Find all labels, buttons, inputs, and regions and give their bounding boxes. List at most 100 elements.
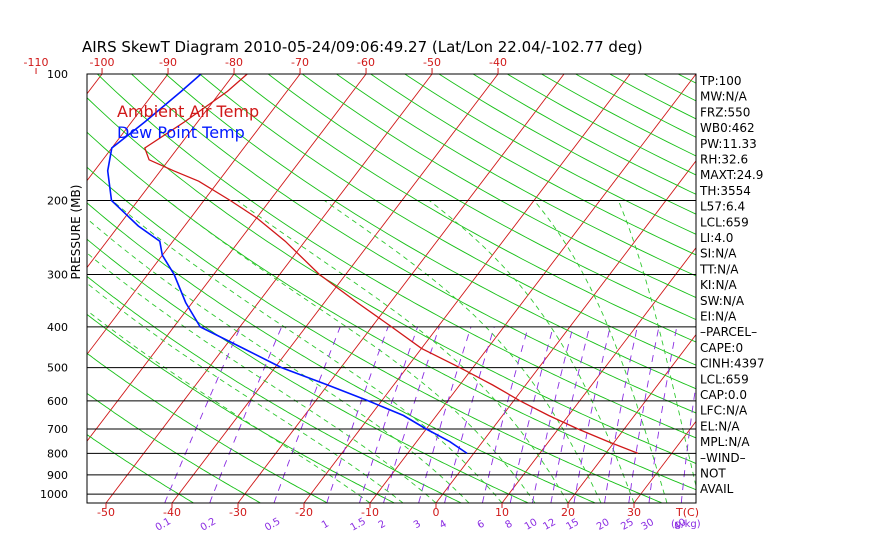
dry-adiabat-line: [87, 392, 261, 503]
mixing-ratio-label: 15: [565, 517, 582, 533]
dry-adiabat-line: [438, 74, 696, 215]
isotherm-line: [87, 74, 367, 442]
stat-item: RH:32.6: [700, 153, 748, 167]
dry-adiabat-line: [233, 74, 696, 343]
moist-adiabat-line: [429, 200, 635, 503]
isotherm-line: [303, 74, 631, 503]
top-temp-tick-label: -110: [24, 56, 49, 69]
axis-layer: 1002003004005006007008009001000-120-110-…: [24, 56, 701, 534]
stat-item: MW:N/A: [700, 90, 748, 104]
ambient-temp-profile: [144, 74, 639, 455]
mixing-ratio-line: [573, 326, 611, 503]
stat-item: EL:N/A: [700, 419, 740, 433]
pressure-tick-label: 700: [47, 423, 68, 436]
top-temp-tick-label: -50: [423, 56, 441, 69]
pressure-tick-label: 1000: [40, 488, 68, 501]
stat-item: –PARCEL–: [700, 325, 757, 339]
bottom-temp-tick-label: -10: [361, 506, 379, 519]
dewpoint-profile: [106, 74, 468, 455]
mixing-ratio-label: 6: [476, 518, 487, 531]
stat-item: MPL:N/A: [700, 435, 750, 449]
bottom-temp-tick-label: -20: [295, 506, 313, 519]
dry-adiabat-line: [87, 131, 696, 491]
data-layer: [106, 74, 639, 455]
mixing-ratio-line: [359, 326, 419, 503]
stat-item: CAP:0.0: [700, 388, 747, 402]
mixing-ratio-line: [509, 326, 554, 503]
top-temp-tick-label: -80: [225, 56, 243, 69]
bottom-temp-tick-label: 0: [433, 506, 440, 519]
dry-adiabat-line: [370, 74, 696, 256]
dry-adiabat-line: [131, 74, 696, 414]
isotherm-line: [237, 74, 565, 503]
stat-item: KI:N/A: [700, 278, 737, 292]
pressure-tick-label: 100: [47, 68, 68, 81]
mixing-ratio-line: [531, 326, 574, 503]
mixing-ratio-line: [273, 326, 341, 503]
mixing-ratio-label: 12: [541, 517, 558, 533]
mixing-ratio-line: [604, 326, 638, 503]
bottom-temp-tick-label: 30: [627, 506, 641, 519]
dry-adiabat-line: [87, 434, 194, 503]
stat-item: LFC:N/A: [700, 404, 748, 418]
dry-adiabat-line: [87, 238, 529, 503]
dry-adiabat-line: [507, 74, 696, 176]
mixing-ratio-label: 20: [595, 517, 612, 533]
moist-adiabat-line: [237, 200, 569, 503]
mixing-ratio-line: [628, 326, 660, 503]
mixing-ratio-line: [326, 326, 389, 503]
stat-item: EI:N/A: [700, 310, 737, 324]
top-temp-tick-label: -90: [159, 56, 177, 69]
legend-ambient-air-temp: Ambient Air Temp: [117, 102, 259, 121]
legend: Ambient Air Temp Dew Point Temp: [117, 102, 259, 142]
moist-adiabat-line: [533, 200, 668, 503]
pressure-tick-label: 600: [47, 395, 68, 408]
dry-adiabat-line: [165, 74, 696, 390]
stat-item: TT:N/A: [699, 262, 739, 276]
stat-item: CAPE:0: [700, 341, 743, 355]
isotherm-line: [435, 160, 696, 503]
isotherm-line: [87, 74, 235, 269]
stat-item: SI:N/A: [700, 247, 737, 261]
dry-adiabat-line: [643, 74, 696, 102]
isotherm-line: [0, 74, 36, 503]
mixing-ratio-line: [383, 326, 440, 503]
stat-item: L57:6.4: [700, 200, 745, 214]
mixing-ratio-label: 10: [523, 517, 540, 533]
dry-adiabat-line: [336, 74, 696, 277]
stat-item: –WIND–: [700, 451, 746, 465]
mixing-ratio-label: 8: [503, 518, 514, 531]
isotherm-line: [87, 74, 301, 356]
pressure-tick-label: 900: [47, 469, 68, 482]
mixing-ratio-line: [418, 326, 472, 503]
dry-adiabat-line: [199, 74, 696, 366]
pressure-tick-label: 300: [47, 268, 68, 281]
stat-item: LCL:659: [700, 372, 749, 386]
mixing-ratio-label: 3: [412, 518, 423, 531]
dry-adiabat-line: [97, 74, 696, 439]
isotherm-line: [105, 74, 433, 503]
mixing-ratio-line: [550, 326, 590, 503]
mixing-ratio-line: [481, 326, 529, 503]
chart-title: AIRS SkewT Diagram 2010-05-24/09:06:49.2…: [82, 38, 643, 56]
pressure-tick-label: 800: [47, 447, 68, 460]
stat-item: CINH:4397: [700, 357, 765, 371]
mixing-ratio-label: 0.5: [263, 516, 282, 533]
moist-adiabat-line: [617, 200, 696, 488]
legend-dew-point-temp: Dew Point Temp: [117, 123, 245, 142]
x-axis-unit-label: T(C): [675, 506, 699, 519]
y-axis-label: PRESSURE (MB): [69, 185, 83, 280]
plot-frame: [86, 73, 697, 504]
bottom-temp-tick-label: 20: [561, 506, 575, 519]
bottom-temp-tick-label: -30: [229, 506, 247, 519]
dry-adiabat-line: [87, 352, 328, 503]
moist-adiabat-line: [87, 218, 470, 503]
stat-item: FRZ:550: [700, 105, 750, 119]
grid-layer: [0, 74, 696, 503]
stat-item: TH:3554: [699, 184, 751, 198]
stat-item: PW:11.33: [700, 137, 757, 151]
mixing-ratio-label: 1: [320, 518, 331, 531]
